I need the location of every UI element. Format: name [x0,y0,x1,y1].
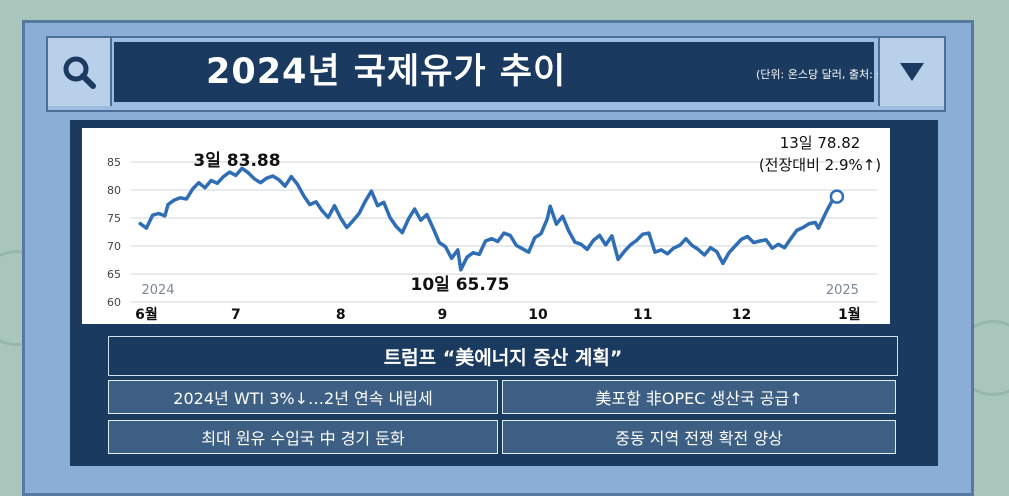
y-tick-label: 60 [107,296,121,309]
oil-price-line [138,166,839,272]
title-bar: 2024년 국제유가 추이 (단위: 온스당 달러, 출처: 블룸버그) [46,36,946,112]
x-tick-label: 8 [336,307,346,323]
x-tick-label: 6월 [135,306,158,323]
end-annotation-change: (전장대비 2.9%↑) [759,156,881,174]
y-tick-label: 75 [107,212,121,225]
y-tick-label: 65 [107,268,121,281]
x-tick-label: 7 [231,307,241,323]
headline-text: 트럼프 “美에너지 증산 계획” [383,346,623,369]
x-tick-label: 11 [633,307,652,323]
dropdown-triangle-icon [900,63,924,81]
end-point-marker [829,189,845,204]
end-annotation-value: 13일 78.82 [780,134,861,152]
oil-price-chart: 85 80 75 70 65 60 6월 7 8 9 10 11 12 1월 2024 2025 3일 83.8… [107,134,881,323]
year-label: 2024 [141,283,174,298]
x-tick-label: 1월 [838,306,861,323]
headline-bar: 트럼프 “美에너지 증산 계획” [108,336,898,376]
x-tick-label: 10 [528,307,548,323]
title-panel: 2024년 국제유가 추이 (단위: 온스당 달러, 출처: 블룸버그) [114,42,921,102]
search-icon [63,56,96,89]
high-annotation: 3일 83.88 [193,151,280,171]
year-label: 2025 [826,283,859,298]
bullet-item: 2024년 WTI 3%↓…2년 연속 내림세 [108,380,498,414]
x-tick-label: 12 [732,307,751,323]
x-tick-label: 9 [438,307,448,323]
y-tick-label: 85 [107,156,121,169]
bullet-item: 최대 원유 수입국 中 경기 둔화 [108,420,498,454]
search-button[interactable] [48,38,112,106]
page-title: 2024년 국제유가 추이 [206,52,567,92]
bullet-item: 美포함 非OPEC 생산국 공급↑ [502,380,896,414]
low-annotation: 10일 65.75 [411,275,510,295]
bullet-item: 중동 지역 전쟁 확전 양상 [502,420,896,454]
y-tick-label: 70 [107,240,121,253]
dropdown-button[interactable] [878,38,944,106]
chart-panel: 85 80 75 70 65 60 6월 7 8 9 10 11 12 1월 2024 2025 3일 83.8… [82,128,890,324]
y-tick-label: 80 [107,184,121,197]
